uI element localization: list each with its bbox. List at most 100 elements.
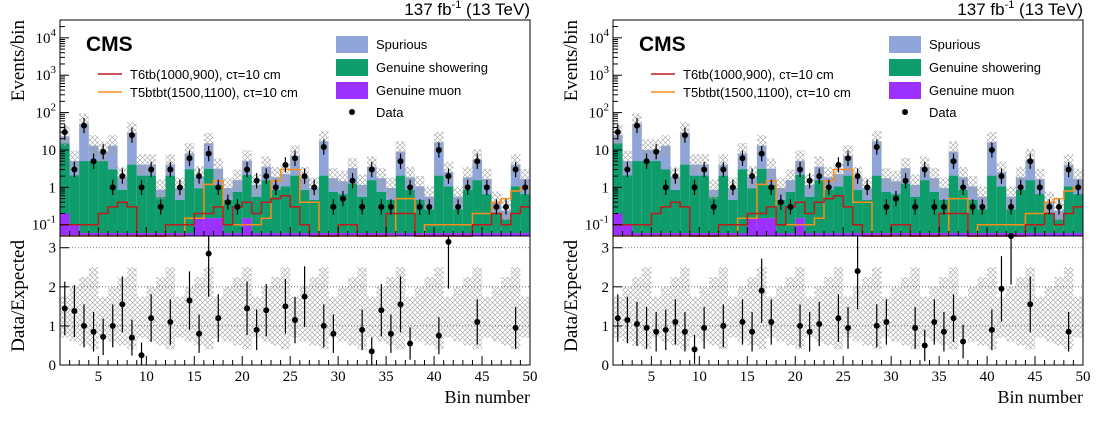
bar-genuine-showering (347, 183, 358, 234)
data-point (186, 155, 193, 162)
bar-genuine-showering (424, 209, 435, 234)
ratio-uncertainty-band (491, 286, 502, 342)
bar-genuine-muon (1054, 233, 1064, 236)
ratio-uncertainty-band (728, 296, 738, 338)
bar-genuine-showering (891, 194, 901, 234)
ratio-uncertainty-band (919, 296, 930, 338)
data-point (445, 173, 452, 180)
ratio-point (624, 317, 631, 324)
ratio-point (320, 322, 327, 329)
ratio-point (407, 340, 414, 347)
data-point (969, 203, 976, 210)
ratio-point (186, 297, 193, 304)
uncertainty-band (203, 132, 214, 153)
ratio-uncertainty-band (347, 277, 358, 346)
bar-genuine-showering (357, 196, 367, 234)
ratio-uncertainty-band (520, 296, 530, 338)
bar-genuine-showering (366, 180, 377, 234)
bar-genuine-muon (967, 233, 978, 236)
ratio-point (253, 326, 260, 333)
ratio-uncertainty-band (1063, 267, 1074, 350)
x-tick-label: 45 (1028, 369, 1043, 385)
bar-genuine-showering (107, 169, 118, 234)
ratio-point (61, 305, 68, 312)
x-tick-label: 35 (932, 369, 947, 385)
x-axis-label: Bin number (998, 387, 1084, 407)
cms-label: CMS (86, 33, 133, 56)
uncertainty-band (1006, 186, 1016, 207)
uncertainty-band (689, 154, 700, 175)
ratio-point (244, 305, 251, 312)
data-point (988, 146, 995, 153)
bar-genuine-showering (660, 169, 671, 234)
bar-genuine-muon (1044, 233, 1055, 236)
y-tick-label: 104 (589, 27, 610, 47)
ratio-point (435, 332, 442, 339)
data-point (167, 166, 174, 173)
ratio-uncertainty-band (680, 267, 690, 350)
uncertainty-band (967, 175, 978, 197)
bar-genuine-muon (338, 233, 348, 236)
data-point (720, 166, 727, 173)
ratio-point (672, 319, 679, 325)
ratio-point (816, 320, 823, 327)
legend-label: Data (376, 105, 404, 120)
data-point (234, 203, 241, 210)
ratio-uncertainty-band (175, 296, 185, 338)
bar-genuine-showering (213, 185, 224, 219)
bar-genuine-showering (79, 161, 89, 234)
ratio-uncertainty-band (232, 277, 243, 346)
data-point (892, 195, 899, 202)
ratio-point (739, 319, 746, 325)
data-point (653, 148, 660, 155)
bar-genuine-showering (194, 188, 204, 219)
data-point (739, 155, 746, 162)
ratio-point (720, 322, 727, 329)
ratio-uncertainty-band (1054, 277, 1064, 346)
data-point (253, 177, 260, 184)
ratio-point (148, 315, 155, 322)
bar-genuine-muon (117, 233, 128, 236)
ratio-point (988, 326, 995, 333)
ratio-uncertainty-band (223, 286, 233, 342)
data-point (512, 166, 519, 173)
x-tick-label: 50 (1076, 369, 1091, 385)
data-point (1065, 166, 1072, 173)
legend-marker (902, 109, 908, 115)
bar-genuine-muon (424, 233, 435, 236)
bar-genuine-showering (184, 169, 195, 234)
data-point (768, 184, 775, 191)
data-point (979, 203, 986, 210)
bar-genuine-muon (491, 233, 502, 236)
bar-genuine-muon (747, 218, 757, 236)
data-point (292, 155, 298, 162)
bar-genuine-muon (127, 233, 137, 236)
bar-genuine-muon (107, 233, 118, 236)
uncertainty-band (280, 163, 291, 184)
bar-genuine-showering (747, 188, 757, 219)
uncertainty-band (107, 135, 118, 156)
bar-genuine-muon (251, 233, 262, 236)
bar-genuine-showering (948, 175, 959, 234)
data-point (359, 203, 366, 210)
data-point (787, 203, 794, 210)
bar-genuine-muon (520, 233, 530, 236)
ratio-uncertainty-band (939, 277, 949, 346)
ratio-point (359, 326, 366, 333)
uncertainty-band (1073, 168, 1083, 189)
uncertainty-band (795, 150, 805, 171)
data-point (483, 184, 490, 191)
ratio-point (614, 315, 621, 322)
bar-genuine-muon (776, 233, 786, 236)
data-point (109, 184, 116, 191)
bar-genuine-showering (510, 186, 521, 234)
data-point (224, 199, 231, 206)
uncertainty-band (939, 177, 949, 198)
bar-genuine-muon (948, 233, 959, 236)
y-axis-label: Events/bin (561, 20, 582, 102)
bar-genuine-muon (318, 233, 329, 236)
y-tick-label: 10-1 (32, 214, 56, 234)
bar-genuine-muon (462, 233, 473, 236)
data-point (263, 173, 270, 180)
